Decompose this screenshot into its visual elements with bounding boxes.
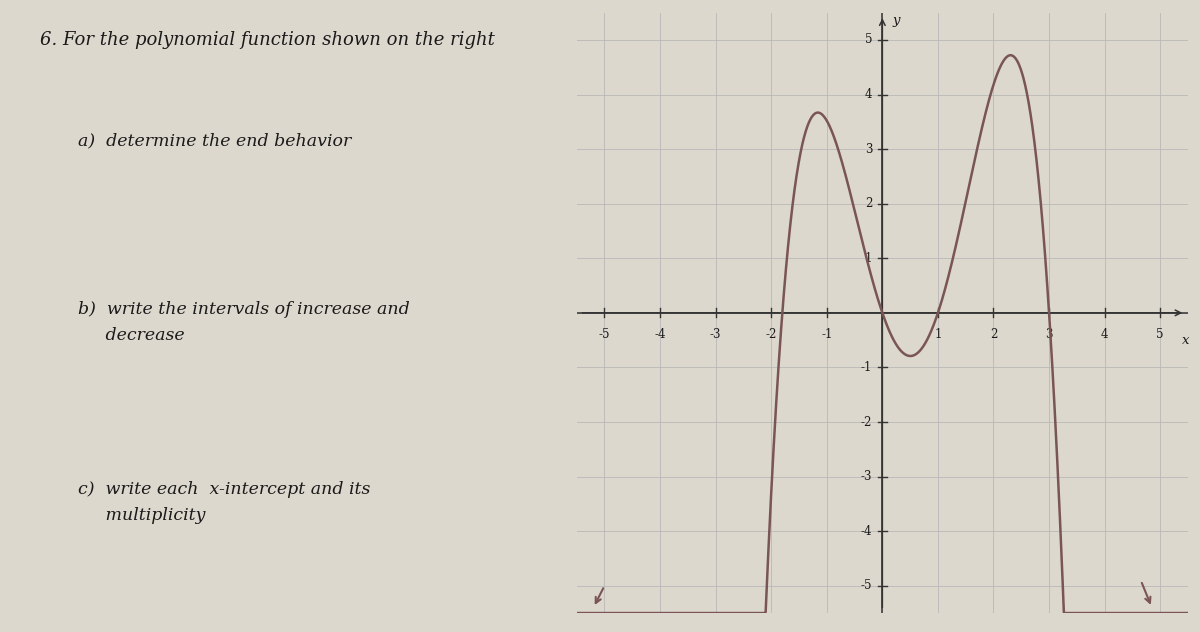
Text: a)  determine the end behavior: a) determine the end behavior: [78, 133, 352, 150]
Text: x: x: [1182, 334, 1189, 346]
Text: 4: 4: [865, 88, 872, 101]
Text: 3: 3: [865, 143, 872, 155]
Text: 1: 1: [865, 252, 872, 265]
Text: -1: -1: [860, 361, 872, 374]
Text: 2: 2: [865, 197, 872, 210]
Text: 5: 5: [865, 33, 872, 46]
Text: 2: 2: [990, 328, 997, 341]
Text: y: y: [893, 15, 900, 27]
Text: 5: 5: [1157, 328, 1164, 341]
Text: -1: -1: [821, 328, 833, 341]
Text: -5: -5: [860, 580, 872, 592]
Text: -5: -5: [599, 328, 611, 341]
Text: b)  write the intervals of increase and
     decrease: b) write the intervals of increase and d…: [78, 301, 410, 344]
Text: -3: -3: [710, 328, 721, 341]
Text: -4: -4: [860, 525, 872, 538]
Text: 3: 3: [1045, 328, 1052, 341]
Text: 1: 1: [935, 328, 942, 341]
Text: 4: 4: [1100, 328, 1109, 341]
Text: -2: -2: [860, 415, 872, 428]
Text: c)  write each  x-intercept and its
     multiplicity: c) write each x-intercept and its multip…: [78, 481, 371, 524]
Text: -2: -2: [766, 328, 776, 341]
Text: 6. For the polynomial function shown on the right: 6. For the polynomial function shown on …: [40, 31, 494, 49]
Text: -4: -4: [654, 328, 666, 341]
Text: -3: -3: [860, 470, 872, 483]
